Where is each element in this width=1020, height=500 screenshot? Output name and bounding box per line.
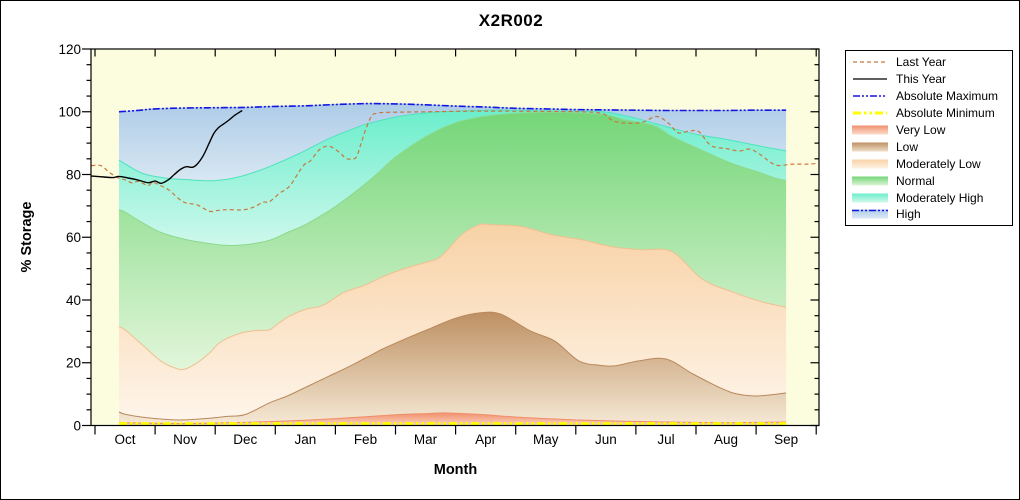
y-tick-label-20: 20 — [66, 356, 81, 371]
band-high — [119, 103, 787, 181]
band-edge-low — [118, 311, 787, 421]
legend-swatch-moderately-high — [852, 193, 888, 203]
y-tick-label-120: 120 — [58, 42, 81, 57]
line-this-year — [91, 109, 243, 184]
band-moderately-low — [119, 223, 787, 420]
legend-item-last-year: Last Year — [852, 54, 1012, 71]
legend-swatch-last-year — [853, 61, 887, 64]
legend-item-absolute-minimum: Absolute Minimum — [852, 105, 1012, 122]
x-tick-label-apr: Apr — [475, 432, 497, 447]
y-tick-label-60: 60 — [66, 230, 81, 245]
x-tick-label-may: May — [533, 432, 559, 447]
chart-title: X2R002 — [478, 11, 544, 30]
legend-item-very-low: Very Low — [852, 122, 1012, 139]
x-axis-title: Month — [433, 462, 478, 478]
legend-swatch-low — [852, 142, 888, 152]
legend-swatch-high — [852, 209, 888, 219]
x-tick-label-nov: Nov — [173, 432, 197, 447]
legend-label-normal: Normal — [896, 173, 935, 188]
legend-label-last-year: Last Year — [896, 55, 947, 70]
x-tick-label-aug: Aug — [714, 432, 738, 447]
legend-item-moderately-high: Moderately High — [852, 189, 1012, 206]
y-tick-label-40: 40 — [66, 293, 81, 308]
legend-swatch-absolute-maximum — [853, 95, 887, 98]
legend-swatch-moderately-low — [852, 159, 888, 169]
legend-label-high: High — [896, 207, 921, 222]
x-tick-label-dec: Dec — [233, 432, 257, 447]
y-tick-label-100: 100 — [58, 105, 81, 120]
band-normal — [119, 112, 787, 370]
x-tick-label-jan: Jan — [294, 432, 316, 447]
x-tick-label-feb: Feb — [354, 432, 377, 447]
band-edge-moderately-low — [118, 223, 787, 371]
legend-label-absolute-maximum: Absolute Maximum — [896, 89, 999, 104]
legend-label-moderately-high: Moderately High — [896, 190, 984, 205]
legend-label-moderately-low: Moderately Low — [896, 156, 981, 171]
legend-swatch-absolute-minimum — [853, 111, 887, 115]
y-tick-label-80: 80 — [66, 167, 81, 182]
legend-swatch-normal — [852, 176, 888, 186]
band-low — [119, 312, 787, 424]
y-tick-labels: 0 20 40 60 80 100 120 — [58, 42, 81, 433]
line-last-year — [91, 110, 819, 213]
legend-label-absolute-minimum: Absolute Minimum — [896, 106, 995, 121]
legend-item-low: Low — [852, 138, 1012, 155]
legend-item-normal: Normal — [852, 172, 1012, 189]
x-tick-label-oct: Oct — [115, 432, 136, 447]
legend-item-moderately-low: Moderately Low — [852, 155, 1012, 172]
legend-label-this-year: This Year — [896, 72, 947, 87]
legend-item-this-year: This Year — [852, 71, 1012, 88]
band-edge-very-low — [118, 412, 787, 425]
x-tick-label-mar: Mar — [414, 432, 438, 447]
legend-item-absolute-maximum: Absolute Maximum — [852, 88, 1012, 105]
band-moderately-high — [119, 110, 787, 246]
legend-swatch-very-low — [852, 125, 888, 135]
band-edge-moderately-high — [118, 109, 787, 182]
line-absolute-maximum — [118, 102, 787, 113]
legend: Last Year This Year Absolute Maximum Absolu… — [845, 50, 1013, 226]
band-edge-normal — [118, 111, 787, 247]
x-tick-label-sep: Sep — [774, 432, 798, 447]
x-tick-label-jul: Jul — [657, 432, 674, 447]
legend-item-high: High — [852, 206, 1012, 223]
x-tick-labels: Oct Nov Dec Jan Feb Mar Apr May Jun Jul Aug Sep — [115, 432, 799, 447]
x-tick-label-jun: Jun — [595, 432, 617, 447]
legend-label-low: Low — [896, 139, 919, 154]
y-tick-label-0: 0 — [73, 418, 81, 433]
legend-label-very-low: Very Low — [896, 123, 946, 137]
axis-ticks — [82, 48, 819, 435]
legend-swatch-this-year — [853, 78, 887, 80]
